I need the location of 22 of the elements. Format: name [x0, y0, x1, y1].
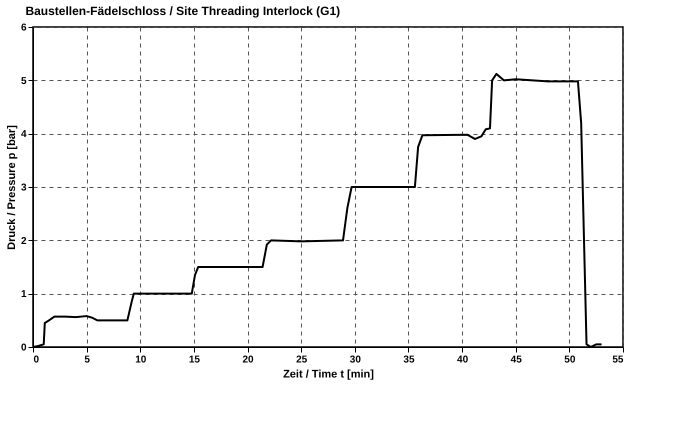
x-tick-label: 15: [188, 354, 200, 366]
x-tick-label: 45: [510, 354, 522, 366]
x-tick-label: 30: [350, 354, 362, 366]
y-tick-label: 6: [20, 22, 27, 34]
x-tick-label: 20: [242, 354, 254, 366]
y-tick-label: 1: [20, 289, 27, 300]
y-tick-label: 4: [20, 129, 27, 140]
x-axis-title: Zeit / Time t [min]: [283, 368, 374, 380]
x-tick-label: 50: [564, 354, 576, 366]
y-tick-label: 5: [20, 76, 27, 87]
x-tick-label: 0: [34, 354, 40, 366]
y-tick-label: 3: [20, 182, 27, 194]
x-tick-label: 25: [296, 354, 308, 366]
y-tick-label: 0: [20, 342, 27, 354]
y-axis-title: Druck / Pressure p [bar]: [6, 124, 18, 250]
x-tick-label: 40: [457, 354, 469, 366]
x-tick-label: 55: [612, 354, 624, 366]
chart-title: Baustellen-Fädelschloss / Site Threading Interlock (G1): [25, 4, 340, 18]
x-tick-label: 5: [84, 354, 90, 366]
y-tick-label: 2: [20, 236, 27, 247]
x-tick-label: 35: [403, 354, 415, 366]
x-tick-label: 10: [135, 354, 147, 366]
